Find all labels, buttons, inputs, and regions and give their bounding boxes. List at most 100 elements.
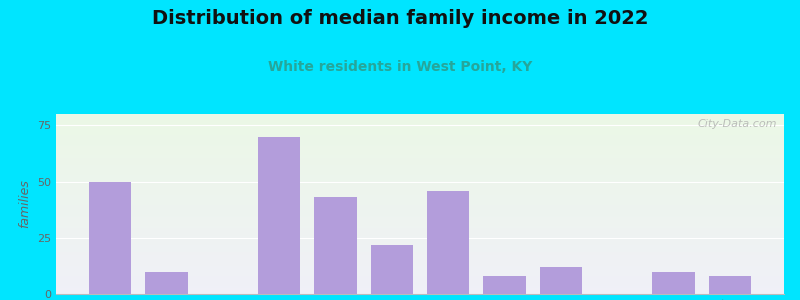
Bar	[56, 131, 784, 132]
Bar	[56, 148, 784, 149]
Bar	[146, 272, 188, 294]
Y-axis label: families: families	[18, 180, 31, 228]
Bar	[56, 189, 784, 190]
Bar	[56, 281, 784, 282]
Bar	[56, 211, 784, 212]
Bar	[56, 260, 784, 261]
Bar	[56, 213, 784, 214]
Bar	[56, 278, 784, 279]
Bar	[56, 177, 784, 178]
Bar	[56, 162, 784, 163]
Bar	[56, 236, 784, 237]
Bar	[56, 263, 784, 264]
Bar	[56, 174, 784, 175]
Bar	[56, 227, 784, 228]
Bar	[56, 284, 784, 285]
Bar	[56, 151, 784, 152]
Bar	[56, 242, 784, 243]
Bar	[56, 167, 784, 168]
Bar	[56, 117, 784, 118]
Bar	[56, 191, 784, 192]
Bar	[56, 179, 784, 180]
Bar	[56, 251, 784, 252]
Bar	[56, 288, 784, 289]
Bar	[56, 283, 784, 284]
Bar	[56, 272, 784, 273]
Bar	[56, 290, 784, 291]
Bar	[89, 182, 131, 294]
Bar	[56, 172, 784, 173]
Bar	[56, 248, 784, 249]
Bar	[56, 261, 784, 262]
Bar	[56, 273, 784, 274]
Bar	[56, 183, 784, 184]
Bar	[56, 133, 784, 134]
Bar	[56, 124, 784, 125]
Bar	[56, 250, 784, 251]
Bar	[56, 130, 784, 131]
Bar	[56, 146, 784, 147]
Bar	[56, 280, 784, 281]
Bar	[56, 143, 784, 144]
Bar	[56, 194, 784, 195]
Bar	[56, 231, 784, 232]
Bar	[56, 135, 784, 136]
Bar	[56, 238, 784, 239]
Bar	[56, 186, 784, 187]
Bar	[540, 267, 582, 294]
Bar	[56, 245, 784, 246]
Bar	[56, 163, 784, 164]
Bar	[56, 277, 784, 278]
Bar	[56, 266, 784, 267]
Bar	[56, 168, 784, 169]
Bar	[56, 205, 784, 206]
Bar	[56, 253, 784, 254]
Bar	[56, 252, 784, 253]
Bar	[56, 255, 784, 256]
Bar	[56, 170, 784, 171]
Bar	[56, 150, 784, 151]
Bar	[652, 272, 694, 294]
Bar	[56, 221, 784, 222]
Bar	[56, 138, 784, 139]
Bar	[56, 116, 784, 117]
Bar	[56, 204, 784, 205]
Bar	[427, 190, 470, 294]
Bar	[56, 171, 784, 172]
Bar	[56, 152, 784, 153]
Bar	[56, 219, 784, 220]
Bar	[56, 206, 784, 207]
Bar	[56, 212, 784, 213]
Bar	[56, 249, 784, 250]
Bar	[56, 232, 784, 233]
Bar	[56, 181, 784, 182]
Bar	[56, 291, 784, 292]
Bar	[56, 279, 784, 280]
Bar	[56, 158, 784, 159]
Bar	[56, 197, 784, 198]
Bar	[56, 121, 784, 122]
Bar	[56, 215, 784, 216]
Bar	[56, 165, 784, 166]
Bar	[56, 285, 784, 286]
Bar	[56, 164, 784, 165]
Bar	[56, 247, 784, 248]
Bar	[56, 176, 784, 177]
Bar	[56, 141, 784, 142]
Bar	[56, 257, 784, 258]
Bar	[56, 244, 784, 245]
Bar	[56, 275, 784, 276]
Bar	[56, 214, 784, 215]
Bar	[56, 187, 784, 188]
Bar	[56, 217, 784, 218]
Bar	[56, 239, 784, 240]
Bar	[56, 184, 784, 185]
Bar	[56, 258, 784, 259]
Bar	[56, 125, 784, 126]
Bar	[56, 118, 784, 119]
Bar	[56, 185, 784, 186]
Bar	[56, 145, 784, 146]
Bar	[56, 123, 784, 124]
Bar	[56, 243, 784, 244]
Bar	[56, 259, 784, 260]
